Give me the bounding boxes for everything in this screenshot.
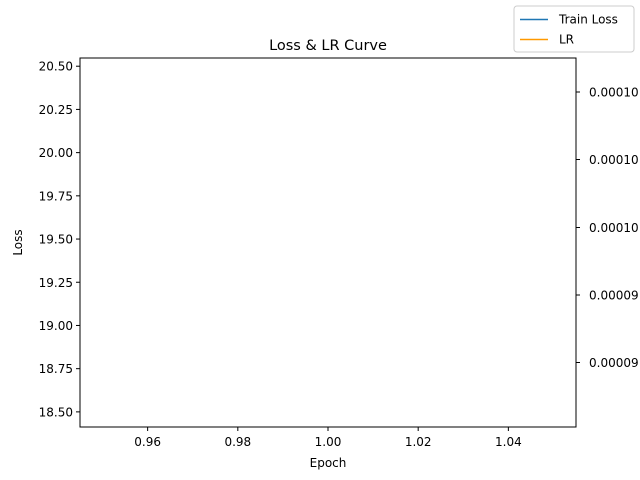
y-axis-label: Loss	[11, 229, 25, 255]
x-tick-label: 0.96	[134, 435, 161, 449]
chart-title: Loss & LR Curve	[269, 38, 387, 54]
y-tick-label: 19.25	[39, 276, 73, 290]
plot-frame	[79, 57, 577, 428]
legend: Train Loss LR	[513, 5, 635, 53]
y2-tick-label: 0.00010	[589, 86, 639, 100]
y-tick-label: 19.75	[39, 189, 73, 203]
y-tick-label: 20.25	[39, 103, 73, 117]
legend-label-train-loss: Train Loss	[558, 13, 618, 27]
y-tick-label: 18.50	[39, 405, 73, 419]
y-tick-label: 18.75	[39, 362, 73, 376]
y2-tick-label: 0.00010	[589, 221, 639, 235]
y2-tick-label: 0.00010	[589, 153, 639, 167]
x-tick-label: 0.98	[224, 435, 251, 449]
legend-label-lr: LR	[559, 33, 574, 47]
x-axis-label: Epoch	[310, 456, 347, 470]
y-tick-label: 19.50	[39, 233, 73, 247]
y-tick-label: 20.00	[39, 146, 73, 160]
y2-tick-label: 0.00009	[589, 289, 639, 303]
x-tick-label: 1.04	[495, 435, 522, 449]
y2-tick-label: 0.00009	[589, 356, 639, 370]
x-tick-label: 1.00	[315, 435, 342, 449]
y-ticks: 18.50 18.75 19.00 19.25 19.50 19.75 20.00 20.25…	[39, 60, 80, 419]
y-tick-label: 20.50	[39, 60, 73, 74]
y-tick-label: 19.00	[39, 319, 73, 333]
x-tick-label: 1.02	[405, 435, 432, 449]
x-ticks: 0.96 0.98 1.00 1.02 1.04	[134, 427, 522, 449]
legend-box	[513, 5, 635, 53]
y2-ticks: 0.00010 0.00010 0.00010 0.00009 0.00009	[576, 86, 639, 370]
